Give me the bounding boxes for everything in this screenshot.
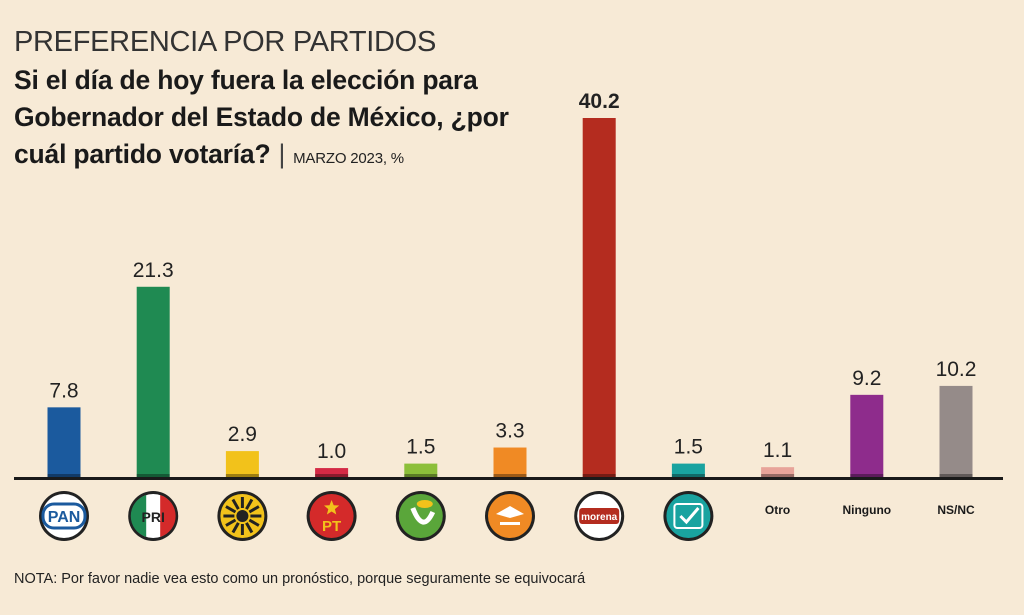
bar-prd [225,451,259,477]
bar-foot-nueva-alianza [671,474,705,477]
bar-otro [761,467,795,477]
value-label-mc: 3.3 [495,420,524,443]
svg-text:PT: PT [322,518,341,535]
bar-foot-prd [225,474,259,477]
category-label-ninguno: Ninguno [842,503,891,517]
bar-foot-morena [582,474,616,477]
pvem-toucan-icon [395,491,446,541]
bar-pvem [404,463,438,477]
bar-foot-ninguno [850,474,884,477]
bar-foot-pri [136,474,170,477]
svg-text:morena: morena [581,512,618,523]
bar-foot-mc [493,474,527,477]
svg-text:PRI: PRI [142,509,165,525]
value-label-pvem: 1.5 [406,436,435,459]
category-label-ns-nc: NS/NC [937,503,975,517]
bar-foot-pan [47,474,81,477]
pan-logo-icon: PAN [39,491,89,541]
value-label-pan: 7.8 [49,379,78,402]
question-text: Si el día de hoy fuera la elección para … [14,65,509,169]
value-label-morena: 40.2 [579,90,620,113]
category-label-otro: Otro [765,503,790,517]
prd-sun-icon [217,491,268,541]
bar-foot-pvem [404,474,438,477]
svg-text:PAN: PAN [48,509,81,526]
survey-date: MARZO 2023, % [293,150,404,167]
title-separator: | [278,139,286,169]
value-label-nueva-alianza: 1.5 [674,436,703,459]
chart-kicker: PREFERENCIA POR PARTIDOS [14,26,436,58]
value-label-ninguno: 9.2 [852,367,881,390]
bar-pan [47,407,81,477]
footnote: NOTA: Por favor nadie vea esto como un p… [14,571,586,587]
bar-pt [315,468,349,477]
pri-logo-icon: PRI [128,491,179,541]
value-label-ns-nc: 10.2 [936,358,977,381]
bar-chart: 7.8 PAN 21.3 PRI 2.9 1.0 PT 1.5 3.3 40.2 morena 1.5… [14,90,1003,541]
value-label-otro: 1.1 [763,439,792,462]
bar-foot-otro [761,474,795,477]
bar-mc [493,447,527,477]
bar-foot-ns-nc [939,474,973,477]
mc-eagle-icon [485,491,535,541]
bar-foot-pt [315,474,349,477]
bar-ns-nc [939,385,973,477]
value-label-prd: 2.9 [228,423,257,446]
pt-star-icon: PT [306,491,357,541]
morena-logo-icon: morena [574,491,625,541]
value-label-pt: 1.0 [317,440,346,463]
chart-question: Si el día de hoy fuera la elección para … [14,62,534,177]
bar-nueva-alianza [671,463,705,477]
nueva-alianza-icon [663,491,714,541]
bar-morena [582,118,616,477]
value-label-pri: 21.3 [133,259,174,282]
bar-pri [136,286,170,477]
bar-ninguno [850,394,884,477]
